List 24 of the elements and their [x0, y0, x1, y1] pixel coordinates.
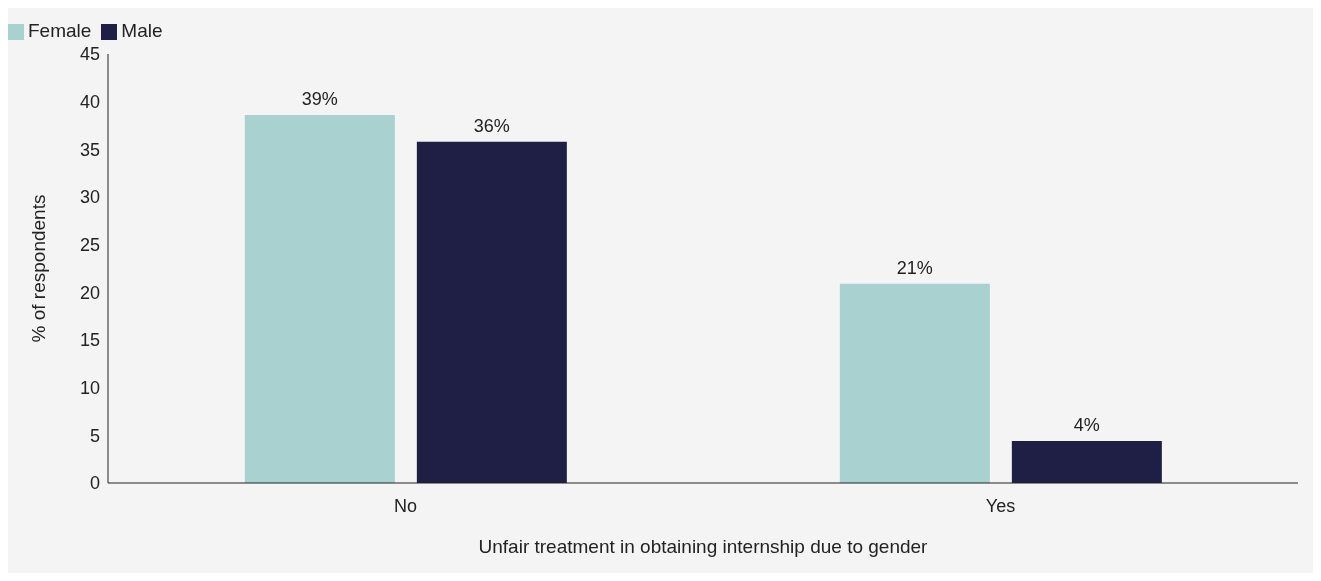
- y-axis-title: % of respondents: [27, 194, 49, 343]
- bar: [416, 141, 567, 483]
- x-tick-label: No: [393, 495, 418, 516]
- y-tick-label: 0: [89, 473, 100, 494]
- y-tick-label: 30: [79, 187, 100, 208]
- y-tick-label: 40: [79, 92, 100, 113]
- y-tick-label: 45: [79, 44, 100, 65]
- y-tick-label: 5: [89, 425, 100, 446]
- y-tick-label: 20: [79, 282, 100, 303]
- x-tick-label: Yes: [985, 495, 1016, 516]
- legend-label: Female: [28, 20, 92, 41]
- bar: [839, 283, 990, 483]
- bar: [1011, 441, 1162, 483]
- y-tick-label: 25: [79, 235, 100, 256]
- y-tick-label: 10: [79, 378, 100, 399]
- bar: [244, 115, 395, 483]
- data-label: 39%: [301, 89, 338, 110]
- y-tick-label: 15: [79, 330, 100, 351]
- data-label: 21%: [896, 257, 933, 278]
- x-axis-title: Unfair treatment in obtaining internship due to gender: [478, 536, 929, 557]
- y-tick-label: 35: [79, 139, 100, 160]
- data-label: 4%: [1073, 415, 1100, 436]
- data-label: 36%: [473, 115, 510, 136]
- legend-label: Male: [121, 20, 163, 41]
